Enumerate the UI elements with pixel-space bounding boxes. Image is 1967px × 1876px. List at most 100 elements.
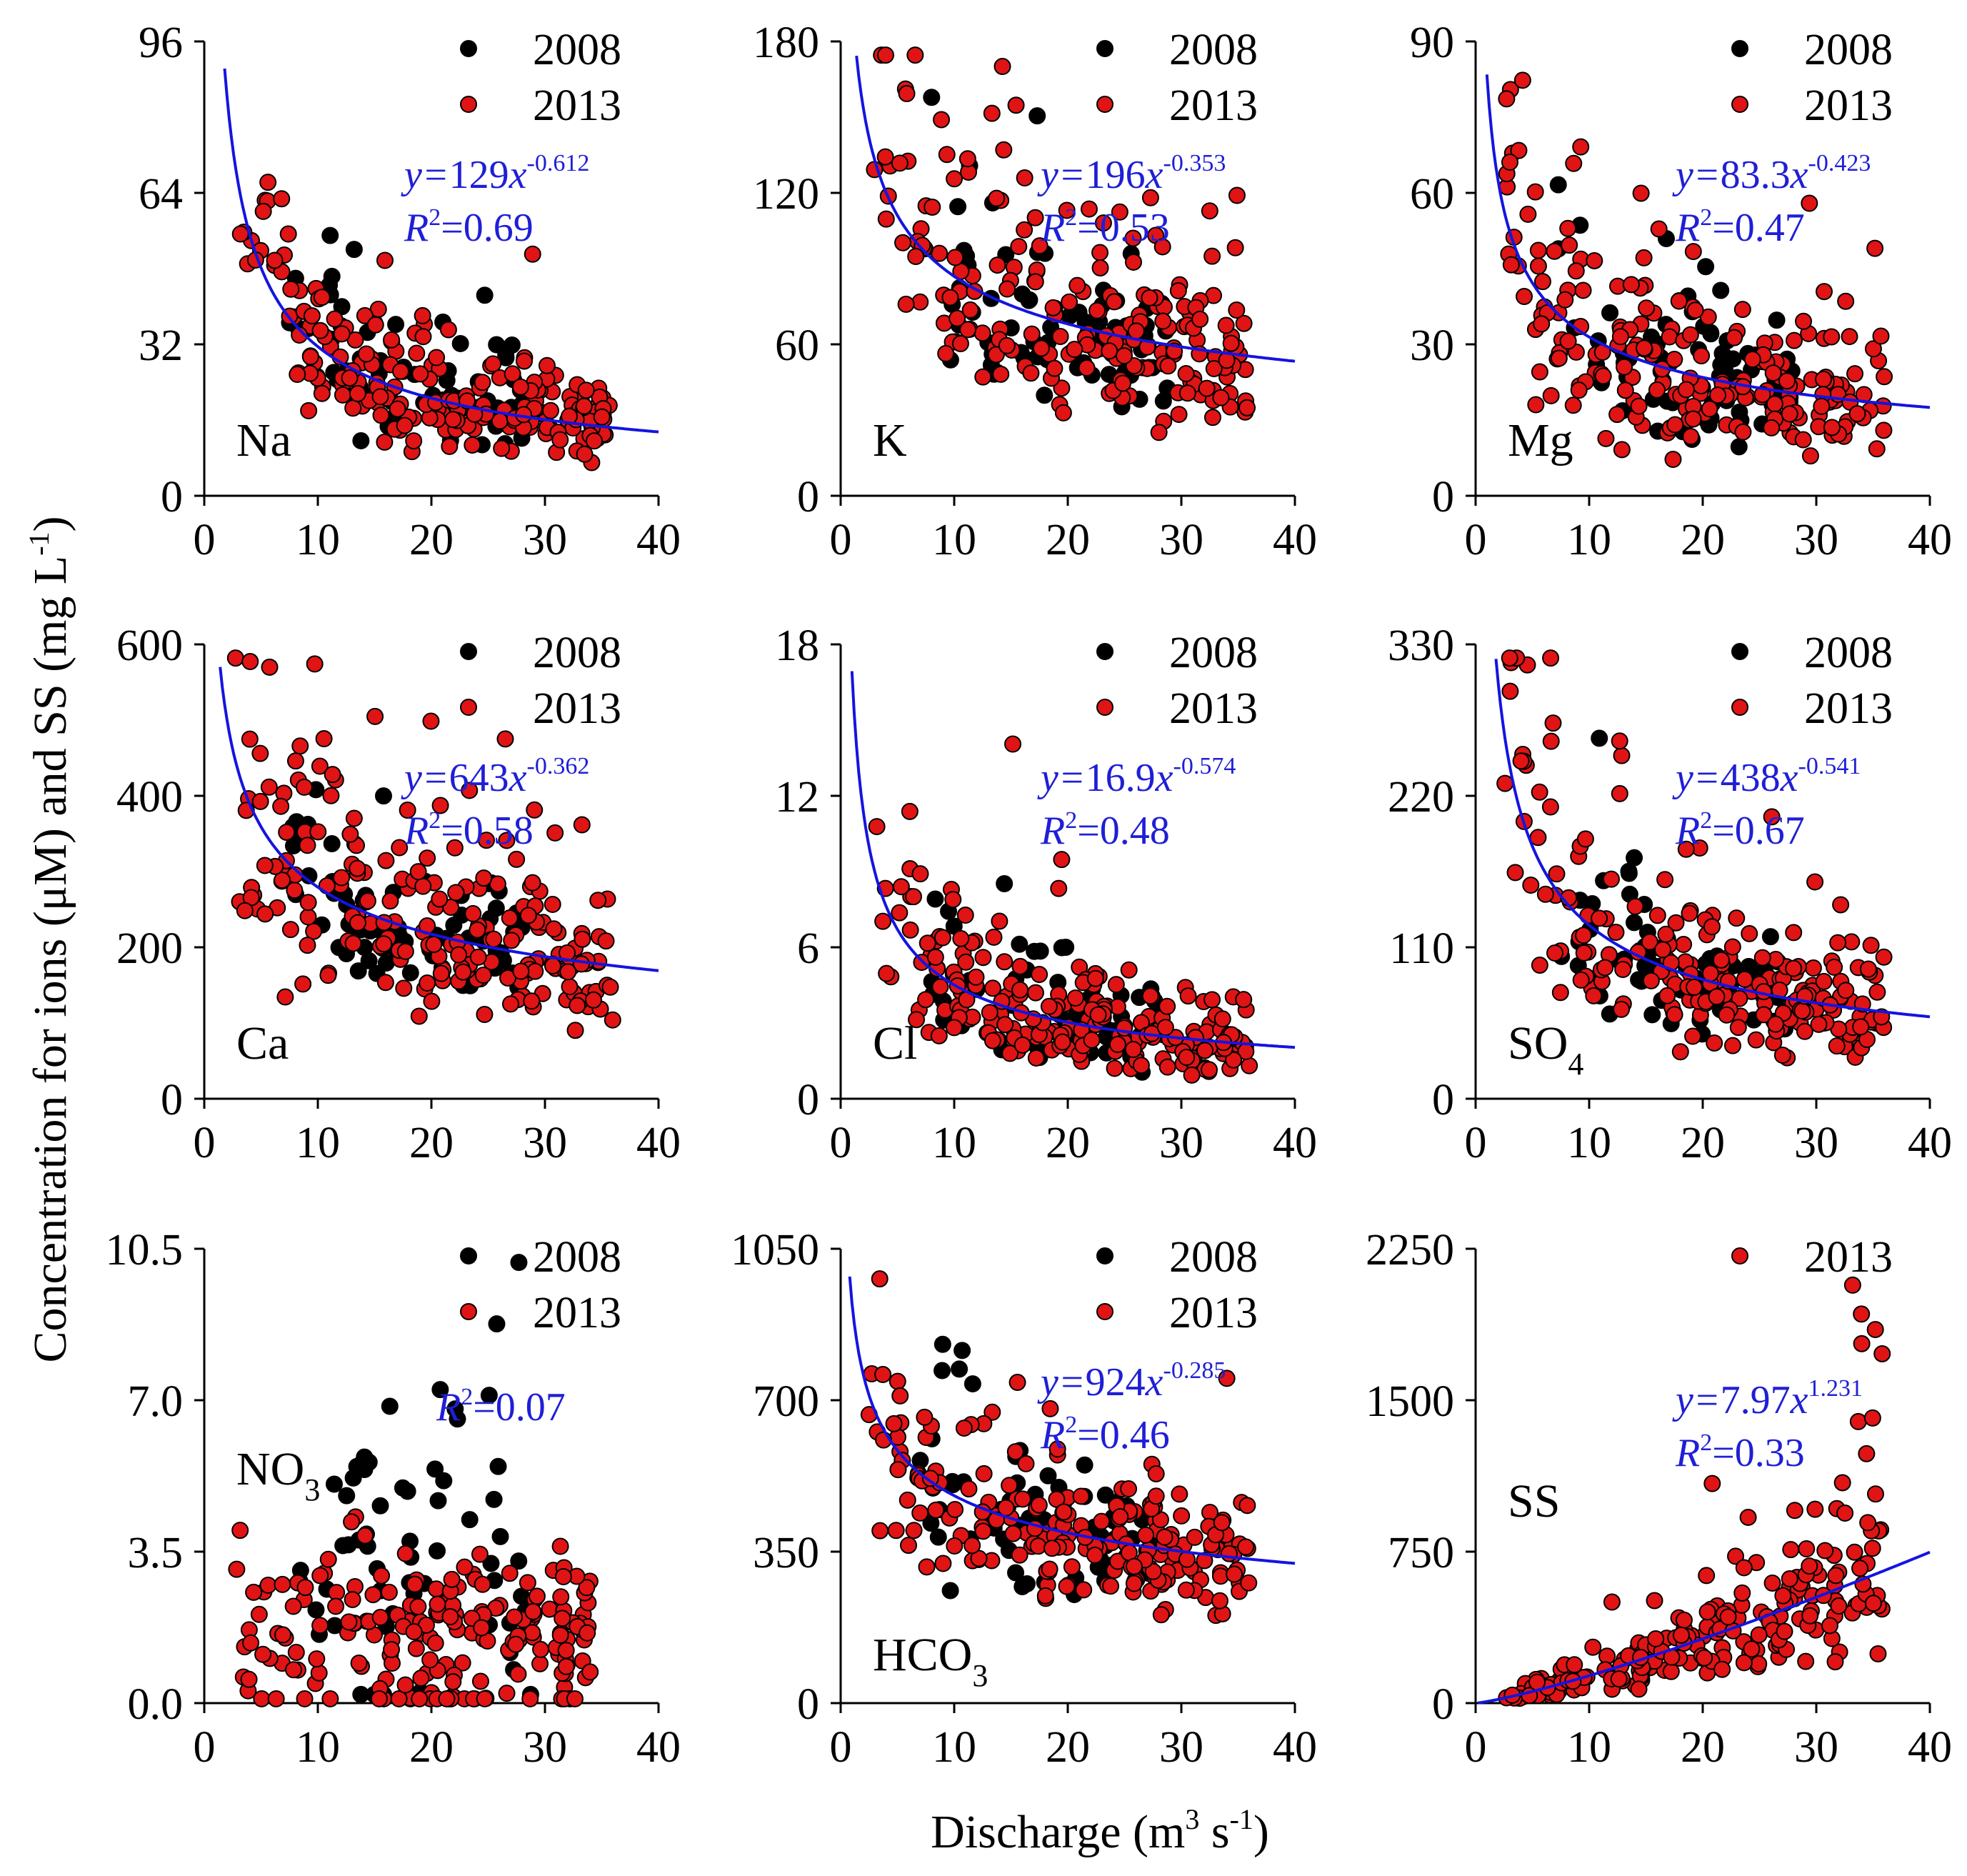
point-2013	[231, 1522, 249, 1540]
point-2013	[356, 1527, 374, 1545]
point-2008	[497, 346, 515, 364]
fit-curve	[223, 68, 659, 434]
point-2013	[1727, 1547, 1745, 1565]
point-2013	[891, 154, 909, 172]
point-2013	[1506, 864, 1524, 882]
panel-label-main: SS	[1508, 1475, 1560, 1527]
point-2013	[1004, 1525, 1022, 1542]
point-2013	[967, 968, 985, 986]
point-2013	[1858, 1445, 1876, 1462]
point-2013	[391, 839, 409, 857]
point-2013	[1542, 649, 1560, 667]
point-2013	[313, 289, 331, 306]
point-2013	[395, 979, 413, 997]
fit-r2-value: =0.33	[1712, 1431, 1805, 1475]
point-2013	[949, 309, 966, 327]
point-2013	[278, 823, 296, 841]
point-2013	[291, 326, 309, 344]
x-tick-label: 40	[1908, 1119, 1952, 1167]
fit-equation-coef: 438	[1721, 756, 1781, 800]
point-2013	[1826, 958, 1843, 976]
x-axis-title-mid: s	[1199, 1806, 1229, 1858]
panel-label-sub: 3	[972, 1658, 988, 1693]
point-2013	[934, 929, 951, 947]
point-2013	[236, 902, 254, 919]
point-2013	[1657, 925, 1675, 943]
point-2013	[1063, 1558, 1081, 1576]
point-2013	[1196, 1042, 1214, 1059]
fit-r2-sup: 2	[429, 807, 441, 834]
point-2013	[975, 1465, 993, 1482]
point-2013	[1597, 429, 1615, 447]
point-2013	[919, 934, 936, 952]
point-2013	[916, 1408, 934, 1426]
point-2013	[577, 381, 595, 399]
point-2013	[576, 445, 594, 463]
point-2013	[344, 399, 362, 417]
point-2013	[1611, 732, 1628, 750]
point-2013	[319, 967, 337, 984]
point-2013	[389, 400, 406, 418]
x-tick-label: 0	[1465, 516, 1487, 564]
fit-r2: R2=0.07	[436, 1384, 566, 1430]
point-2013	[1823, 328, 1841, 346]
legend-label-2013: 2013	[533, 1289, 621, 1337]
point-2013	[1066, 989, 1084, 1007]
fit-r2-value: =0.53	[1077, 206, 1170, 250]
point-2013	[1785, 959, 1803, 977]
point-2013	[1684, 410, 1702, 428]
point-2013	[1502, 256, 1520, 274]
point-2013	[1154, 312, 1172, 330]
point-2013	[1512, 752, 1530, 770]
point-2013	[1763, 419, 1781, 436]
point-2013	[450, 946, 468, 964]
point-2013	[1708, 988, 1726, 1006]
point-2013	[1816, 1542, 1834, 1560]
point-2008	[934, 1362, 951, 1379]
point-2013	[1169, 281, 1187, 299]
panel-hco3: 0 10 20 30 40 0 350 700 1050 2008 2013 y=924x-0.285…	[731, 1226, 1317, 1772]
point-2013	[419, 849, 436, 867]
point-2013	[899, 1491, 916, 1509]
panel-label: SO4	[1508, 1017, 1583, 1082]
point-2013	[1226, 1565, 1243, 1583]
legend-marker-2008	[1731, 643, 1748, 660]
point-2013	[1072, 1487, 1090, 1505]
point-2013	[1815, 370, 1833, 388]
point-2013	[1718, 1006, 1736, 1024]
point-2013	[937, 344, 955, 362]
point-2013	[1116, 347, 1133, 365]
point-2013	[1529, 257, 1547, 275]
fit-equation-x: x	[509, 756, 527, 800]
point-2013	[1719, 1608, 1737, 1626]
fit-r2: R2=0.69	[404, 204, 534, 250]
point-2013	[1529, 241, 1547, 259]
point-2013	[464, 904, 482, 922]
panel-label-main: Cl	[873, 1017, 917, 1069]
point-2013	[1647, 1630, 1665, 1647]
point-2013	[475, 869, 493, 887]
point-2013	[874, 912, 892, 930]
point-2013	[546, 824, 564, 842]
point-2013	[501, 1565, 519, 1582]
point-2008	[461, 1511, 479, 1529]
x-tick-label: 0	[194, 1119, 216, 1167]
point-2008	[325, 1475, 343, 1493]
point-2008	[449, 1410, 466, 1428]
point-2013	[1565, 154, 1583, 172]
point-2008	[480, 1387, 498, 1404]
point-2013	[476, 1006, 494, 1024]
point-2013	[1735, 1559, 1753, 1577]
point-2013	[1866, 239, 1884, 257]
point-2013	[898, 85, 916, 103]
legend-label-2013: 2013	[533, 684, 621, 733]
point-2013	[1667, 914, 1685, 932]
point-2013	[1066, 341, 1083, 359]
point-2013	[1203, 247, 1221, 265]
point-2013	[506, 1608, 524, 1626]
x-tick-label: 20	[1681, 1723, 1725, 1772]
point-2013	[1786, 1502, 1803, 1520]
point-2013	[1030, 1496, 1048, 1514]
point-2013	[584, 991, 602, 1009]
